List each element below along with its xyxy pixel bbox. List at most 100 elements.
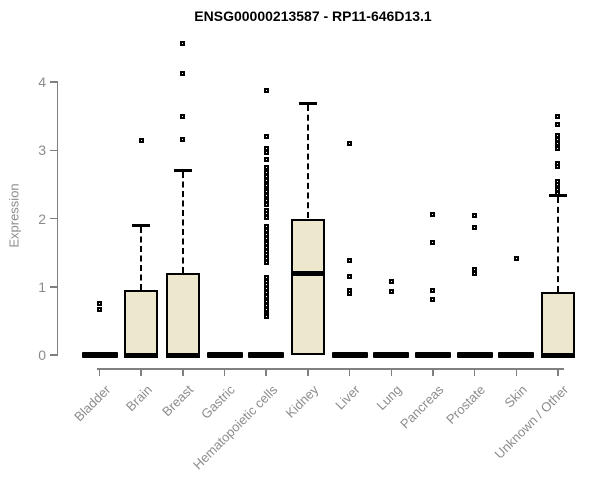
outlier-point	[263, 150, 269, 156]
outlier-point	[180, 136, 186, 142]
y-tick-label: 0	[38, 347, 46, 363]
outlier-point	[555, 114, 561, 120]
outlier-point	[555, 164, 561, 170]
outlier-point	[472, 270, 478, 276]
box	[290, 218, 325, 355]
x-tick-label: Lung	[373, 382, 405, 414]
outlier-point	[388, 289, 394, 295]
y-tick-label: 2	[38, 210, 46, 227]
median-line	[124, 352, 159, 358]
outlier-point	[263, 294, 269, 300]
x-tick-label: Unknown / Other	[492, 382, 572, 462]
y-tick	[50, 149, 57, 151]
flat-box	[498, 351, 535, 359]
flat-box	[456, 351, 493, 359]
outlier-point	[263, 274, 269, 280]
whisker-cap	[548, 194, 567, 198]
outlier-point	[263, 260, 269, 266]
outlier-point	[263, 286, 269, 292]
outlier-point	[263, 145, 269, 151]
flat-box	[248, 351, 285, 359]
x-tick-label: Bladder	[70, 382, 114, 425]
x-tick-label: Prostate	[443, 382, 489, 427]
flat-box	[331, 351, 368, 359]
outlier-point	[263, 298, 269, 304]
outlier-point	[555, 140, 561, 146]
y-tick-label: 4	[38, 74, 46, 90]
x-tick	[265, 368, 267, 376]
x-tick	[390, 368, 392, 376]
flat-box	[414, 351, 451, 359]
outlier-point	[430, 287, 436, 293]
outlier-point	[430, 211, 436, 217]
box	[124, 290, 159, 355]
outlier-point	[263, 224, 269, 230]
outlier-point	[180, 40, 186, 46]
outlier-point	[263, 134, 269, 140]
outlier-point	[347, 140, 353, 146]
median-line	[540, 352, 575, 358]
flat-box	[206, 351, 243, 359]
outlier-point	[263, 290, 269, 296]
x-tick	[307, 368, 309, 376]
whisker-cap	[132, 223, 151, 227]
chart-title: ENSG00000213587 - RP11-646D13.1	[194, 8, 432, 24]
outlier-point	[263, 302, 269, 308]
whisker-line	[181, 172, 184, 274]
outlier-point	[472, 224, 478, 230]
outlier-point	[347, 291, 353, 297]
x-tick-label: Pancreas	[397, 382, 447, 432]
outlier-point	[263, 236, 269, 242]
outlier-point	[180, 113, 186, 119]
x-tick-label: Gastric	[198, 382, 239, 422]
whisker-line	[556, 197, 559, 292]
outlier-point	[180, 70, 186, 76]
y-tick	[50, 217, 57, 220]
x-tick-label: Breast	[159, 382, 197, 420]
outlier-point	[555, 121, 561, 127]
outlier-point	[263, 173, 269, 179]
y-tick-label: 3	[38, 142, 46, 159]
y-tick	[50, 81, 57, 83]
outlier-point	[555, 145, 561, 151]
x-tick	[182, 368, 184, 376]
outlier-point	[555, 136, 561, 142]
x-tick-label: Brain	[122, 382, 155, 415]
flat-box	[373, 351, 410, 359]
outlier-point	[263, 228, 269, 234]
x-tick	[557, 368, 559, 376]
outlier-point	[472, 266, 478, 272]
x-tick-label: Kidney	[282, 382, 322, 421]
x-tick	[140, 368, 142, 376]
median-line	[165, 352, 200, 358]
whisker-cap	[298, 102, 317, 106]
outlier-point	[263, 314, 269, 320]
x-tick	[348, 368, 351, 376]
outlier-point	[347, 274, 353, 279]
outlier-point	[430, 296, 436, 302]
whisker-line	[306, 105, 309, 219]
whisker-cap	[173, 169, 192, 173]
outlier-point	[263, 252, 269, 258]
y-tick-label: 1	[38, 278, 46, 295]
x-tick	[98, 368, 101, 376]
outlier-point	[430, 239, 436, 245]
x-tick	[432, 368, 434, 376]
outlier-point	[263, 244, 269, 250]
outlier-point	[263, 306, 269, 312]
x-tick	[223, 368, 226, 376]
y-axis-line	[56, 81, 58, 356]
outlier-point	[555, 132, 561, 138]
outlier-point	[263, 215, 269, 221]
outlier-point	[263, 256, 269, 262]
outlier-point	[263, 240, 269, 246]
x-tick-label: Skin	[501, 382, 530, 411]
outlier-point	[513, 255, 519, 261]
outlier-point	[263, 165, 269, 171]
box	[165, 273, 200, 355]
outlier-point	[263, 201, 269, 207]
outlier-point	[138, 137, 144, 143]
y-tick	[50, 354, 57, 356]
outlier-point	[263, 232, 269, 238]
